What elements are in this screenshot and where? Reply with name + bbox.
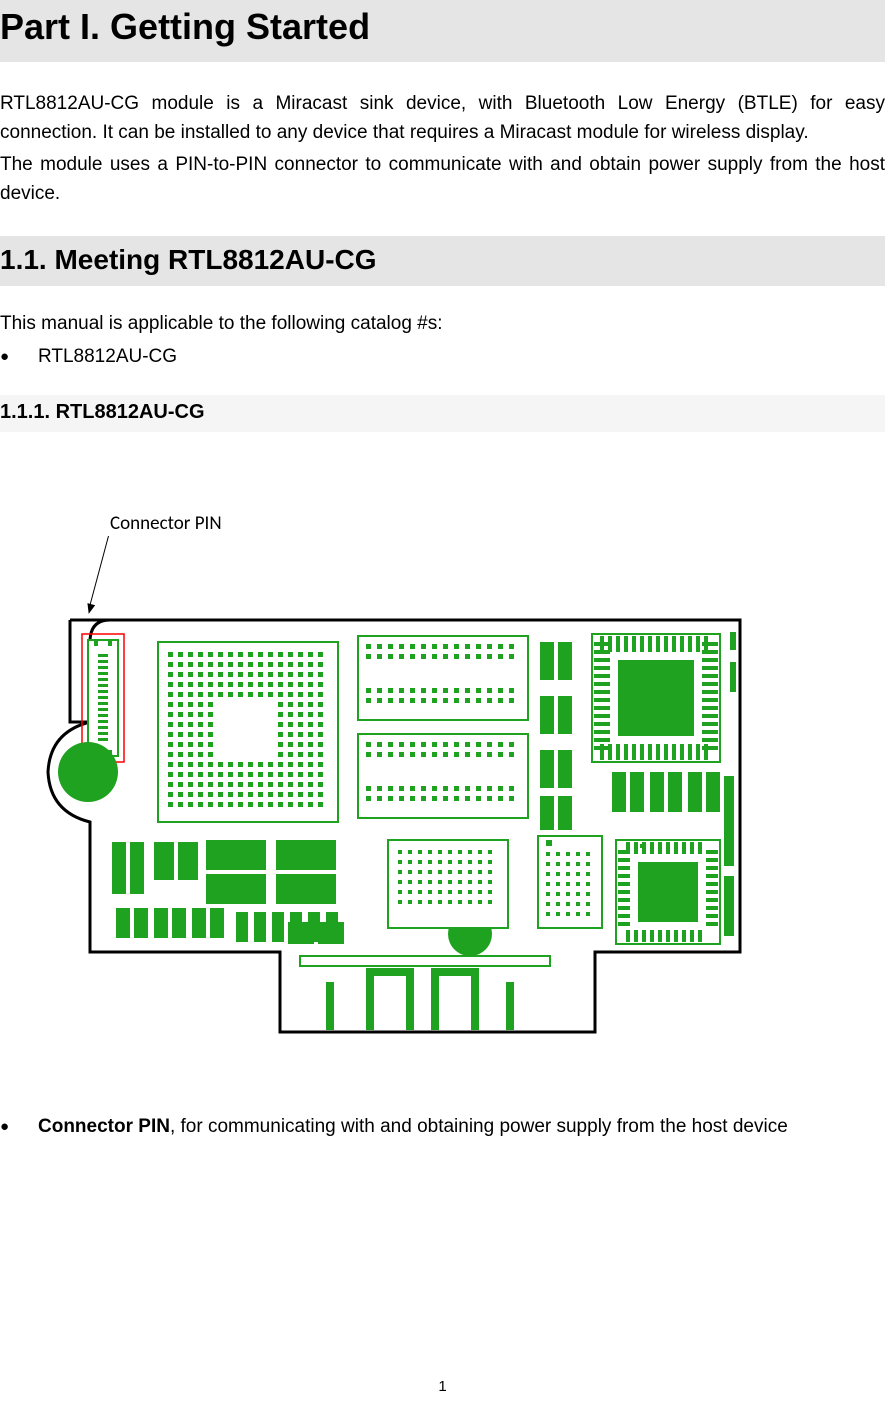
pcb-figure: Connector PIN bbox=[30, 512, 750, 1062]
part-heading: Part I. Getting Started bbox=[0, 0, 885, 62]
catalog-item: RTL8812AU-CG bbox=[0, 343, 885, 372]
page-number: 1 bbox=[0, 1378, 885, 1395]
intro-paragraph-2: The module uses a PIN-to-PIN connector t… bbox=[0, 151, 885, 208]
section-1-1-heading: 1.1. Meeting RTL8812AU-CG bbox=[0, 236, 885, 286]
catalog-list: RTL8812AU-CG bbox=[0, 343, 885, 372]
connector-pin-label: Connector PIN bbox=[110, 512, 222, 535]
catalog-lead: This manual is applicable to the followi… bbox=[0, 310, 885, 339]
connector-rest: , for communicating with and obtaining p… bbox=[170, 1116, 788, 1137]
section-1-1-1-heading: 1.1.1. RTL8812AU-CG bbox=[0, 395, 885, 432]
connector-description: Connector PIN, for communicating with an… bbox=[0, 1112, 885, 1141]
intro-paragraph-1: RTL8812AU-CG module is a Miracast sink d… bbox=[0, 90, 885, 147]
connector-bold: Connector PIN bbox=[38, 1116, 170, 1137]
pcb-diagram bbox=[40, 612, 750, 1042]
arrow-line bbox=[89, 536, 109, 608]
connector-description-list: Connector PIN, for communicating with an… bbox=[0, 1112, 885, 1141]
